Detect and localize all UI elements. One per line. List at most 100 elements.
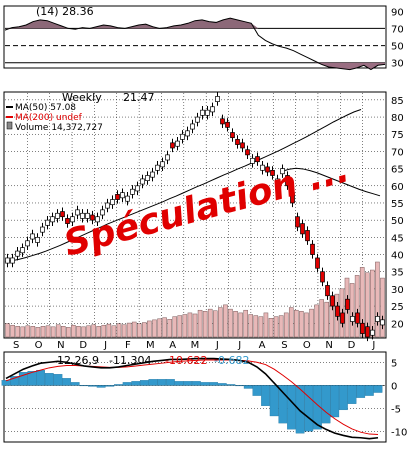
candle — [185, 130, 190, 137]
volume-bar — [304, 312, 309, 338]
volume-bar — [25, 325, 31, 338]
volume-bar — [309, 308, 314, 338]
macd-hist-bar — [165, 379, 175, 386]
candle — [345, 298, 350, 310]
candle — [50, 216, 55, 223]
volume-bar — [288, 307, 294, 338]
volume-bar — [91, 324, 96, 338]
macd-panel: 12,26,9 -11.304 -10.622 -0.682 5 0 -5 -10 — [1, 351, 407, 443]
volume-bar — [273, 316, 279, 338]
volume-bar — [142, 322, 147, 338]
volume-bar — [349, 283, 355, 338]
candle — [370, 329, 375, 336]
price-tick-label: 55 — [391, 199, 404, 210]
volume-bar — [253, 315, 259, 338]
legend-swatch — [6, 121, 13, 130]
candle — [170, 142, 175, 149]
macd-hist-bar — [148, 379, 158, 386]
x-month-label: O — [303, 340, 311, 351]
candle — [80, 212, 85, 219]
price-tick-label: 85 — [391, 96, 404, 107]
candle — [190, 123, 195, 130]
macd-hist-bar — [10, 376, 20, 386]
volume-bar — [86, 325, 91, 338]
candle — [340, 312, 345, 324]
candle — [105, 202, 110, 209]
volume-bar — [283, 312, 289, 338]
candle — [245, 149, 250, 156]
volume-bar — [324, 301, 330, 338]
volume-bar — [136, 323, 142, 338]
candle — [260, 164, 265, 171]
candle — [355, 312, 360, 324]
candle — [315, 257, 320, 269]
x-month-label: J — [237, 340, 241, 351]
candle — [165, 154, 170, 161]
price-tick-label: 65 — [391, 165, 404, 176]
macd-hist-bar — [295, 385, 305, 434]
x-month-label: N — [57, 340, 64, 351]
candle — [35, 236, 40, 243]
macd-hist-bar — [114, 384, 123, 386]
candle — [125, 195, 130, 202]
x-month-label: D — [348, 340, 356, 351]
macd-hist-bar — [364, 385, 374, 396]
volume-bar — [116, 323, 122, 338]
candle — [330, 295, 335, 307]
macd-hist-bar — [36, 369, 45, 386]
candle — [205, 109, 210, 116]
candle — [75, 209, 80, 216]
candle — [135, 185, 140, 192]
x-month-label: J — [371, 340, 375, 351]
candle — [85, 212, 90, 219]
volume-bar — [248, 314, 254, 338]
macd-hist-bar — [62, 378, 71, 386]
volume-bar — [354, 275, 360, 338]
volume-bar — [20, 326, 26, 338]
candle — [240, 142, 245, 149]
macd-hist-bar — [131, 381, 141, 386]
candle — [210, 106, 215, 113]
candle — [375, 316, 380, 322]
volume-bar — [212, 310, 218, 338]
rsi-label: (14) 28.36 — [36, 5, 94, 18]
volume-bar — [101, 324, 107, 338]
macd-hist-bar — [217, 383, 227, 386]
candle — [100, 209, 105, 216]
volume-bar — [121, 324, 127, 338]
candle — [45, 219, 50, 226]
price-last: 21.47 — [123, 91, 155, 104]
volume-bar — [314, 304, 319, 338]
macd-hist-bar — [278, 385, 288, 424]
volume-bar — [162, 317, 167, 338]
volume-bar — [35, 327, 41, 338]
volume-bar — [278, 315, 284, 338]
volume-bar — [263, 312, 269, 338]
candle — [350, 316, 355, 322]
volume-bar — [147, 320, 152, 338]
macd-hist-bar — [183, 381, 193, 386]
x-month-label: S — [13, 340, 19, 351]
candle — [120, 192, 125, 199]
x-month-label: O — [35, 340, 43, 351]
candle — [180, 133, 185, 140]
macd-label-hist: -0.682 — [214, 354, 249, 367]
macd-hist-bar — [356, 385, 366, 398]
rsi-tick-label: 90 — [391, 7, 404, 18]
candle — [95, 216, 100, 223]
candle — [235, 139, 240, 145]
volume-bar — [81, 326, 86, 338]
x-month-label: M — [146, 340, 155, 351]
macd-hist-bar — [191, 381, 201, 386]
macd-hist-bar — [70, 382, 80, 386]
x-month-label: D — [79, 340, 87, 351]
macd-hist-bar — [105, 385, 115, 387]
volume-bar — [30, 326, 36, 338]
volume-bar — [380, 277, 385, 338]
candle — [230, 132, 235, 139]
macd-hist-bar — [53, 374, 63, 386]
macd-hist-bar — [252, 385, 262, 396]
volume-bar — [40, 326, 46, 338]
rsi-tick-label: 70 — [391, 24, 404, 35]
